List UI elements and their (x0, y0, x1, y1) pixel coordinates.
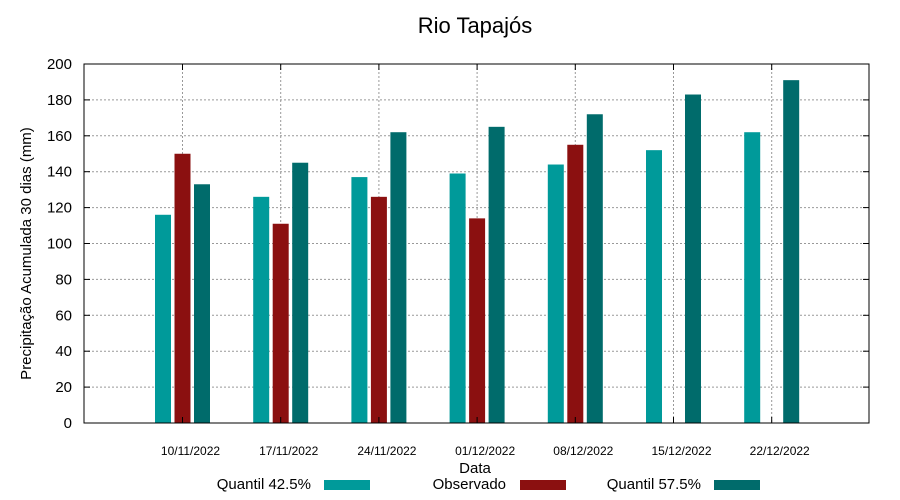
legend-label: Observado (433, 476, 506, 493)
chart-title: Rio Tapajós (418, 13, 533, 38)
legend-label: Quantil 57.5% (607, 476, 701, 493)
bar (567, 144, 584, 423)
x-tick-label: 01/12/2022 (455, 444, 515, 458)
bar (547, 164, 564, 423)
legend-swatch (520, 480, 566, 490)
bar (390, 132, 407, 423)
y-axis-label: Precipitação Acumulada 30 dias (mm) (18, 127, 35, 380)
y-tick-label: 140 (47, 164, 72, 181)
y-tick-label: 100 (47, 236, 72, 253)
bar (155, 214, 171, 423)
bar (488, 126, 505, 423)
bar (783, 80, 800, 423)
bar (449, 173, 466, 423)
y-tick-label: 160 (47, 128, 72, 145)
bar (272, 223, 289, 423)
y-axis-ticks: 0 20 40 60 80 100 120 140 160 180 200 (47, 56, 869, 432)
bar (194, 184, 210, 423)
bar (586, 114, 603, 423)
bar (744, 132, 761, 423)
bar (351, 177, 368, 423)
bar (685, 94, 701, 423)
bar (646, 150, 662, 423)
x-tick-label: 10/11/2022 (161, 444, 220, 458)
bar (292, 162, 309, 423)
legend-label: Quantil 42.5% (217, 476, 311, 493)
y-tick-label: 20 (55, 379, 72, 396)
x-tick-label: 15/12/2022 (651, 444, 711, 458)
legend: Quantil 42.5% Observado Quantil 57.5% (217, 476, 760, 493)
legend-swatch (324, 480, 370, 490)
y-tick-label: 200 (47, 56, 72, 73)
x-tick-label: 24/11/2022 (357, 444, 416, 458)
bar (370, 196, 387, 423)
x-tick-label: 08/12/2022 (553, 444, 613, 458)
x-axis-label: Data (459, 460, 491, 477)
x-axis-ticks: 10/11/2022 17/11/2022 24/11/2022 01/12/2022… (161, 64, 810, 458)
bar (174, 153, 191, 423)
y-tick-label: 120 (47, 200, 72, 217)
bar (253, 196, 270, 423)
y-tick-label: 0 (64, 415, 72, 432)
y-tick-label: 40 (55, 343, 72, 360)
y-tick-label: 60 (55, 307, 72, 324)
y-tick-label: 180 (47, 92, 72, 109)
y-tick-label: 80 (55, 271, 72, 288)
x-tick-label: 22/12/2022 (750, 444, 810, 458)
legend-swatch (714, 480, 760, 490)
x-tick-label: 17/11/2022 (259, 444, 318, 458)
bar (469, 218, 486, 423)
bar-marks (155, 80, 800, 423)
